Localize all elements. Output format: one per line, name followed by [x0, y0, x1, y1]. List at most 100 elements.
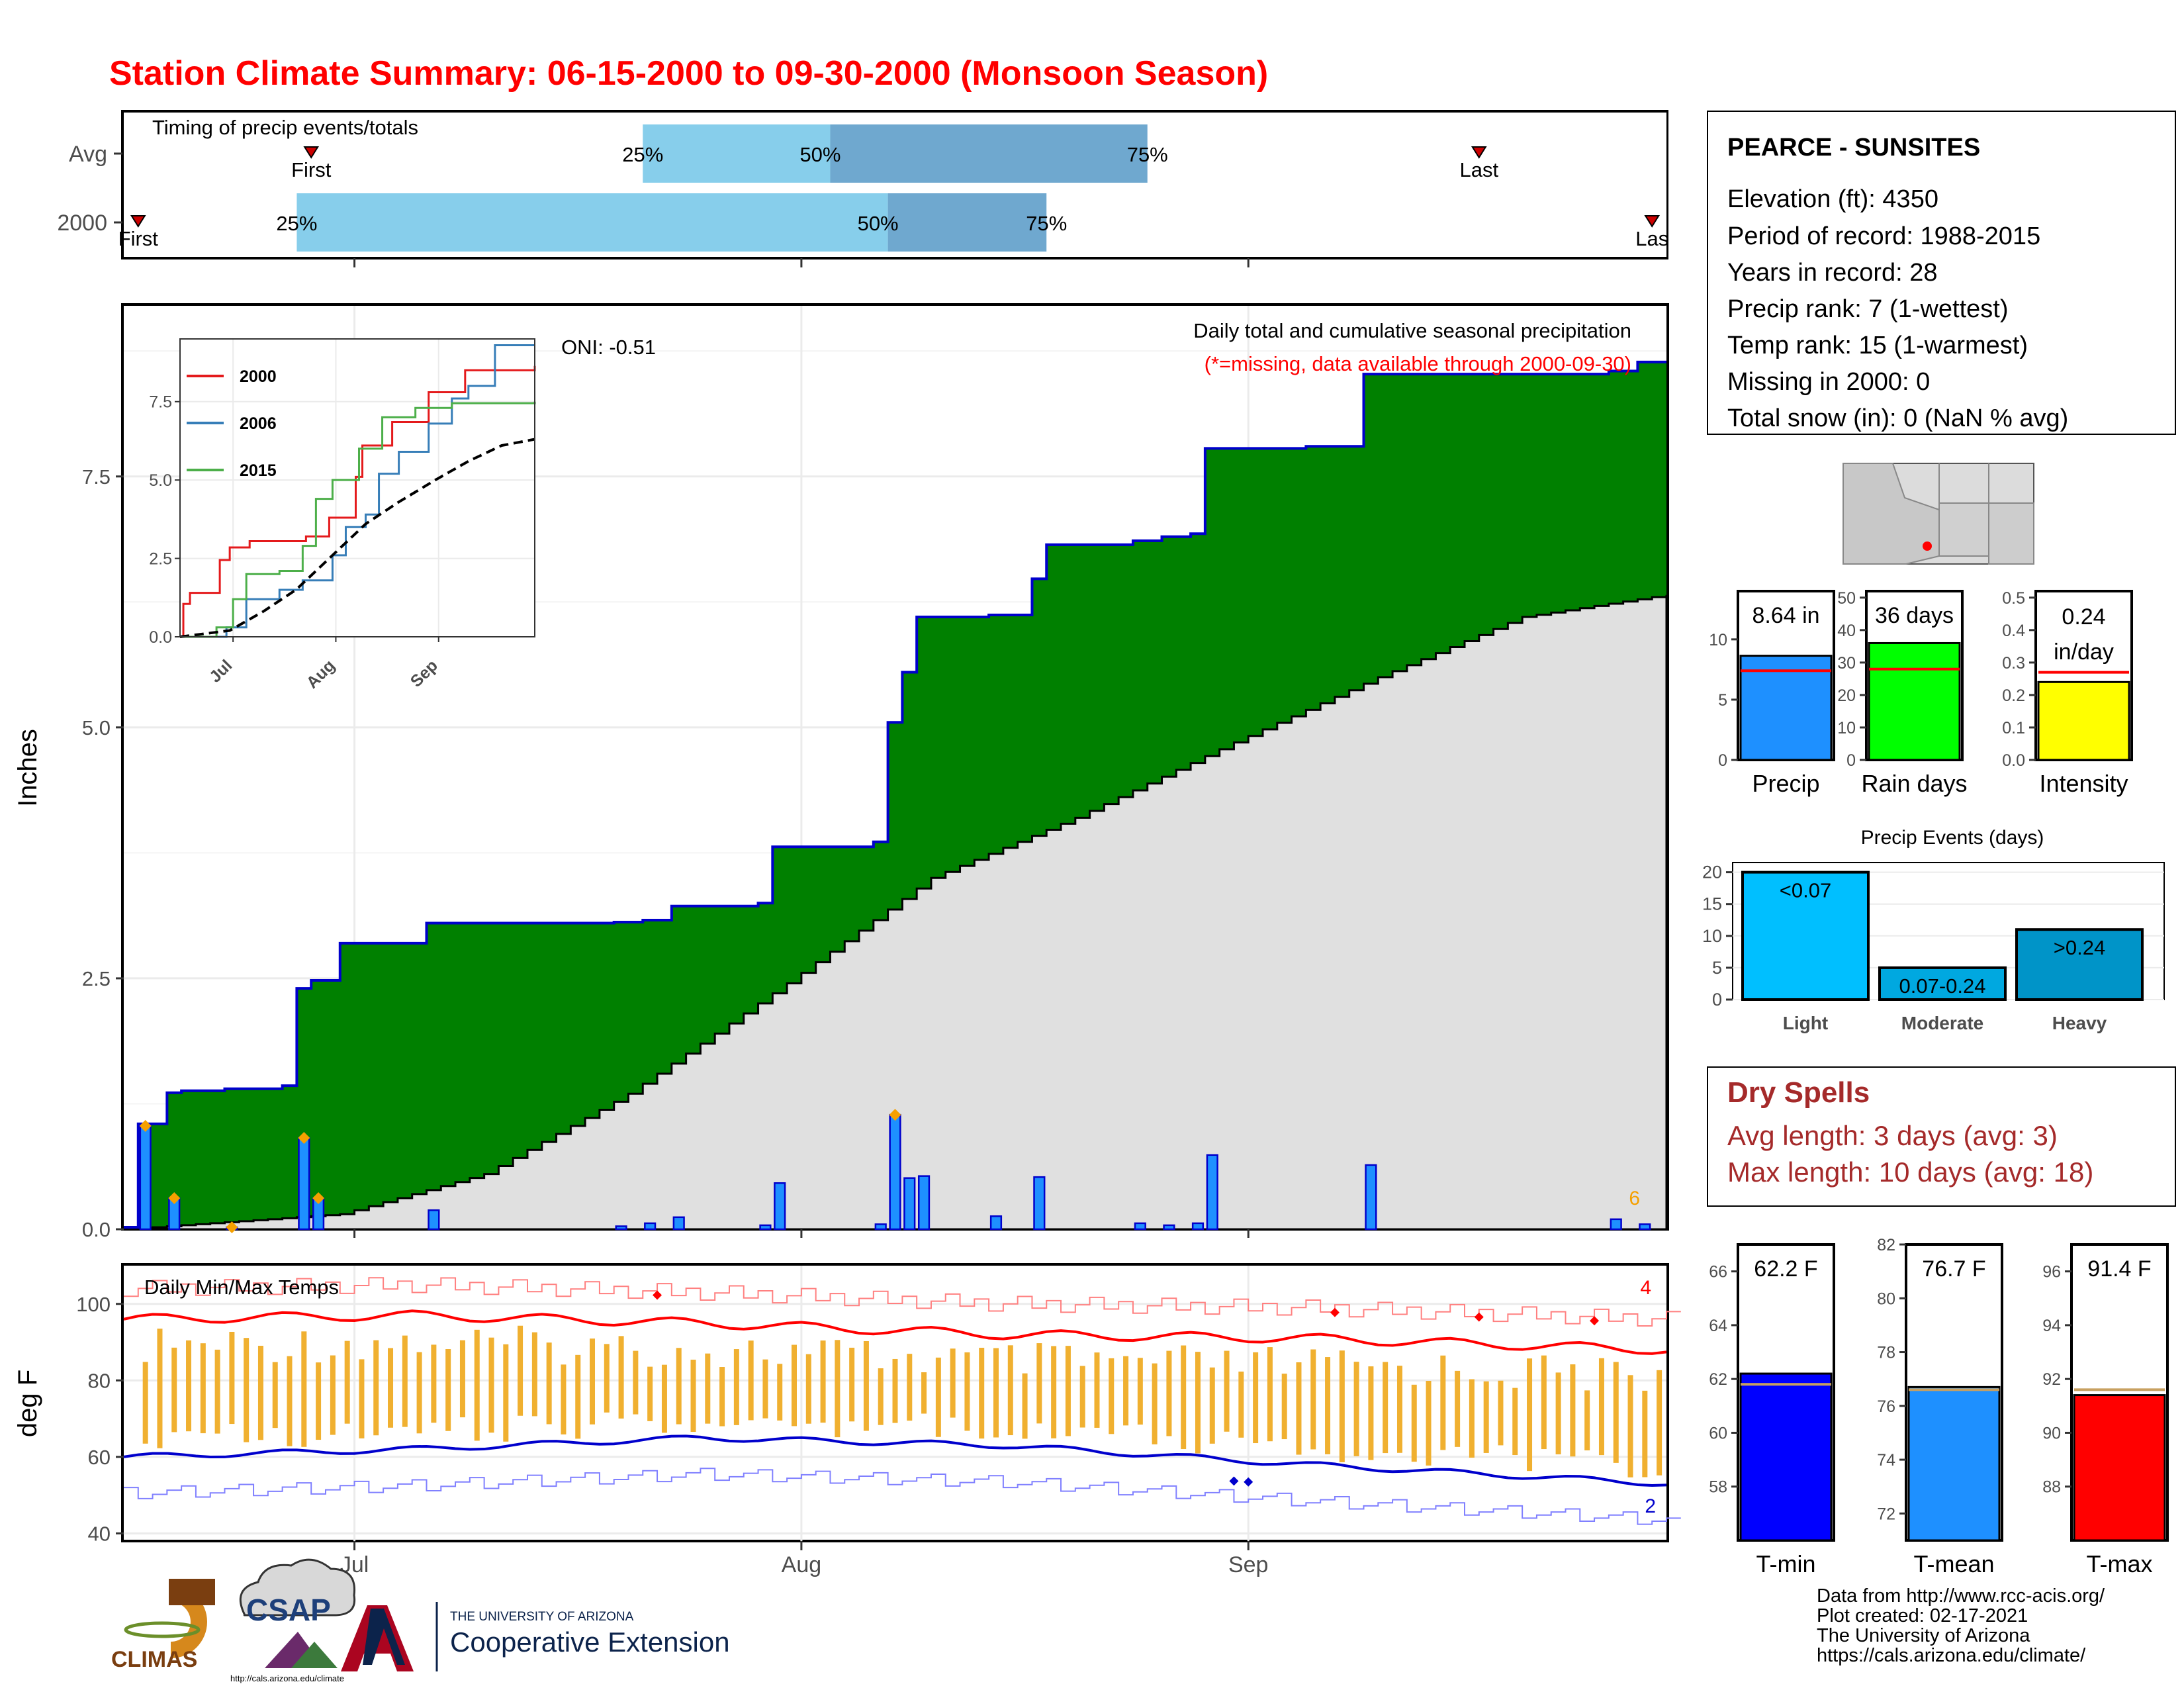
timing-q50-label: 50%: [799, 143, 841, 166]
daily-precip-bar: [1365, 1164, 1377, 1231]
daily-temp-bar: [1325, 1357, 1331, 1454]
daily-temp-bar: [1310, 1349, 1316, 1450]
record-max-line: [124, 1277, 1681, 1327]
daily-temp-bar: [1007, 1345, 1013, 1436]
summary-bar-Rain days: [1868, 641, 1961, 761]
daily-temp-bar: [561, 1364, 567, 1434]
daily-precip-bar: [1191, 1222, 1205, 1231]
daily-temp-bar: [214, 1349, 220, 1434]
timing-first-marker: [303, 146, 320, 159]
temp-ylabel: deg F: [13, 1370, 42, 1437]
min-record-count: 2: [1645, 1495, 1656, 1517]
events-ytick-label: 0: [1712, 990, 1722, 1009]
daily-precip-bar: [1163, 1224, 1175, 1231]
max-record-count: 4: [1640, 1277, 1651, 1299]
timing-q25-label: 25%: [276, 212, 317, 235]
daily-temp-bar: [431, 1344, 437, 1423]
summary-ytick-label: 62: [1709, 1370, 1727, 1389]
daily-temp-bar: [488, 1337, 494, 1433]
summary-ytick-label: 50: [1837, 589, 1856, 608]
summary-bar-T-mean: [1907, 1385, 2001, 1542]
summary-name: Rain days: [1861, 770, 1967, 797]
csap-text: CSAP: [246, 1593, 331, 1627]
summary-ytick-label: 0.0: [2002, 751, 2025, 770]
timing-q2-bar: [887, 193, 1047, 252]
daily-temp-bar: [805, 1354, 811, 1424]
events-category-label: Heavy: [2052, 1013, 2107, 1033]
logos: CLIMAS CSAP http://cals.arizona.edu/clim…: [111, 1558, 730, 1683]
daily-temp-bar: [1339, 1350, 1345, 1462]
summary-name: T-min: [1756, 1550, 1816, 1577]
precip-panel: 0.0 2.5 5.0 7.5 Daily total and cumulative …: [13, 303, 1669, 1241]
station-snow: Total snow (in): 0 (NaN % avg): [1727, 404, 2068, 432]
daily-temp-bar: [200, 1343, 206, 1434]
daily-temp-bar: [1498, 1380, 1504, 1446]
daily-temp-bar: [979, 1348, 985, 1439]
station-name: PEARCE - SUNSITES: [1727, 134, 1980, 162]
temp-ytick-label: 100: [76, 1293, 111, 1316]
summary-value-label: in/day: [2054, 639, 2114, 665]
normal-cumulative-area: [124, 594, 1668, 1231]
daily-precip-marker: [139, 1119, 152, 1132]
daily-precip-bar: [989, 1215, 1003, 1231]
summary-ytick-label: 0.1: [2002, 719, 2025, 737]
record-min-line: [124, 1468, 1681, 1525]
daily-temp-bar: [142, 1362, 148, 1444]
inset-legend-label: 2015: [240, 461, 277, 480]
inset-line-normal: [179, 438, 535, 638]
climas-text: CLIMAS: [111, 1647, 197, 1672]
timing-q75-label: 75%: [1026, 212, 1067, 235]
daily-temp-bar: [1598, 1358, 1604, 1456]
daily-temp-bar: [1469, 1379, 1475, 1458]
csap-url: http://cals.arizona.edu/climate: [230, 1673, 344, 1683]
daily-temp-bar: [733, 1349, 739, 1425]
footer-credits: Data from http://www.rcc-acis.org/ Plot …: [1817, 1585, 2105, 1666]
record-max-marker: [1474, 1312, 1484, 1322]
station-period: Period of record: 1988-2015: [1727, 222, 2040, 250]
station-missing: Missing in 2000: 0: [1727, 368, 1930, 396]
daily-temp-bar: [1094, 1352, 1100, 1428]
daily-temp-bar: [1224, 1350, 1230, 1432]
events-bar-label: 0.07-0.24: [1899, 974, 1986, 998]
climas-logo: CLIMAS: [111, 1579, 215, 1672]
daily-temp-bar: [892, 1358, 898, 1423]
daily-precip-bar: [139, 1125, 152, 1231]
daily-precip-bar: [672, 1216, 685, 1231]
daily-temp-bar: [676, 1348, 682, 1425]
daily-temp-bar: [748, 1340, 754, 1421]
events-bar-label: <0.07: [1780, 879, 1831, 902]
dry-spells-box: Dry Spells Avg length: 3 days (avg: 3) M…: [1707, 1066, 2176, 1207]
timing-title: Timing of precip events/totals: [152, 116, 418, 139]
daily-temp-bar: [1123, 1356, 1129, 1426]
daily-temp-bar: [1181, 1345, 1187, 1450]
daily-precip-marker: [312, 1192, 325, 1204]
summary-ytick-label: 66: [1709, 1263, 1727, 1282]
summary-ytick-label: 60: [1709, 1424, 1727, 1442]
daily-temp-bar: [1051, 1346, 1057, 1438]
temp-ytick-label: 80: [88, 1369, 111, 1392]
timing-last-label: Las: [1635, 227, 1668, 250]
summary-value-label: 36 days: [1875, 603, 1954, 628]
record-max-marker: [1330, 1307, 1340, 1317]
daily-temp-bar: [531, 1332, 537, 1417]
summary-ytick-label: 82: [1877, 1236, 1895, 1254]
timing-q1-bar: [296, 193, 888, 252]
summary-name: T-max: [2086, 1550, 2152, 1577]
summary-name: Intensity: [2039, 770, 2128, 797]
inset-ytick-label: 0.0: [149, 628, 172, 647]
summary-value-label: 8.64 in: [1752, 603, 1819, 628]
summary-ytick-label: 64: [1709, 1317, 1727, 1335]
timing-q50-label: 50%: [858, 212, 899, 235]
summary-ytick-label: 0.4: [2002, 622, 2025, 640]
daily-temp-bar: [445, 1349, 451, 1431]
daily-precip-bar: [644, 1222, 657, 1231]
daily-precip-bar: [917, 1175, 931, 1231]
station-precip-rank: Precip rank: 7 (1-wettest): [1727, 295, 2008, 323]
ua-small-text: THE UNIVERSITY OF ARIZONA: [450, 1610, 634, 1624]
precip-legend-line2: (*=missing, data available through 2000-…: [1205, 352, 1631, 375]
timing-q75-label: 75%: [1127, 143, 1168, 166]
timing-first-label: First: [291, 158, 332, 181]
summary-ytick-label: 88: [2042, 1478, 2061, 1497]
daily-temp-bar: [503, 1344, 509, 1442]
